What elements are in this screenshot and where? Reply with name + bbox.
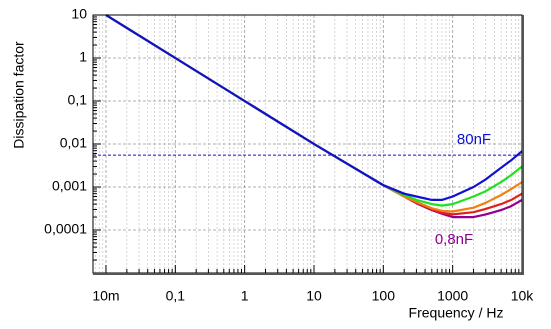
x-tick-label: 100 <box>372 288 396 304</box>
x-axis-label: Frequency / Hz <box>409 305 504 321</box>
x-tick-label: 0,1 <box>166 288 186 304</box>
x-tick-label: 10k <box>511 288 535 304</box>
series-label: 0,8nF <box>435 231 473 248</box>
x-tick-label: 10 <box>306 288 322 304</box>
x-tick-label: 1 <box>241 288 249 304</box>
y-tick-label: 1 <box>79 49 87 65</box>
y-tick-label: 10 <box>71 6 87 22</box>
y-tick-label: 0,01 <box>60 135 87 151</box>
series-label: 80nF <box>457 131 491 148</box>
y-axis-label: Dissipation factor <box>11 41 27 149</box>
x-tick-label: 10m <box>92 288 119 304</box>
series-line <box>105 14 523 201</box>
y-tick-label: 0,1 <box>68 92 88 108</box>
x-tick-label: 1000 <box>437 288 468 304</box>
y-tick-label: 0,001 <box>52 178 87 194</box>
y-tick-label: 0,0001 <box>44 221 87 237</box>
